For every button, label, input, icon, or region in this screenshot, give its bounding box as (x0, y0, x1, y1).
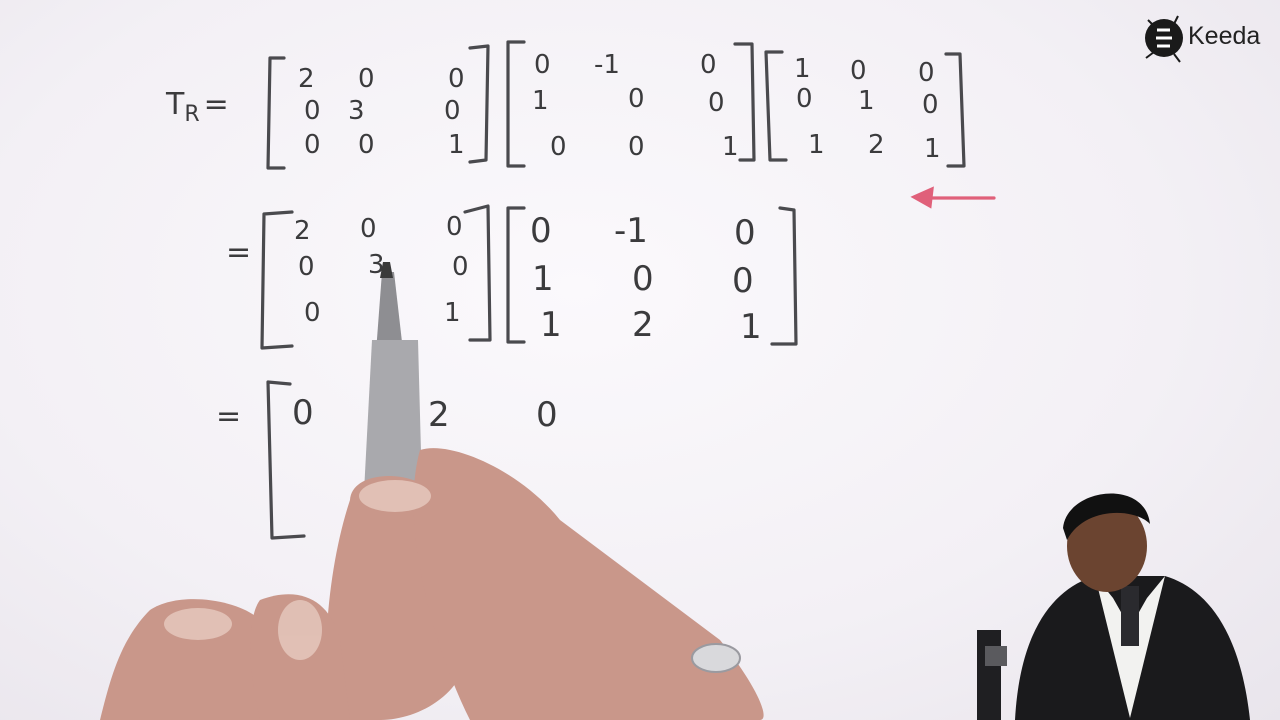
cell: 0 (304, 96, 321, 126)
ring (691, 643, 741, 673)
cell: 1 (794, 54, 811, 84)
cell: 2 (868, 130, 885, 160)
cell: 0 (850, 56, 867, 86)
cell: 3 (368, 250, 385, 280)
cell: 0 (446, 212, 463, 242)
cell: 0 (628, 132, 645, 162)
cell: 0 (732, 261, 754, 301)
cell: 2 (294, 216, 311, 246)
ekeeda-logo (1145, 15, 1183, 63)
cell: 1 (444, 298, 461, 328)
lhs-label: TR = (166, 90, 229, 126)
cell: 0 (628, 84, 645, 114)
cell: 1 (808, 130, 825, 160)
cell: 0 (536, 395, 558, 435)
hand-with-pen (100, 262, 764, 720)
cell: 0 (298, 252, 315, 282)
cell: 0 (360, 214, 377, 244)
equals-sign-3: = (216, 399, 242, 434)
cell: 1 (740, 307, 762, 347)
cell: 1 (722, 132, 739, 162)
cell: 1 (540, 305, 562, 345)
cell: 0 (358, 130, 375, 160)
cell: 2 (428, 395, 450, 435)
arrow-left-icon (910, 186, 996, 209)
cell: 0 (796, 84, 813, 114)
cell: 0 (708, 88, 725, 118)
cell: 0 (550, 132, 567, 162)
cell: -1 (594, 50, 620, 80)
cell: 1 (924, 134, 941, 164)
cell: 0 (304, 130, 321, 160)
cell: 1 (448, 130, 465, 160)
cell: 0 (632, 259, 654, 299)
cell: 0 (358, 64, 375, 94)
presenter-video (977, 493, 1250, 720)
cell: 0 (918, 58, 935, 88)
cell: 0 (530, 211, 552, 251)
cell: 1 (532, 86, 549, 116)
cell: 0 (292, 393, 314, 433)
cell: 1 (858, 86, 875, 116)
cell: 0 (444, 96, 461, 126)
cell: 0 (700, 50, 717, 80)
cell: 1 (532, 259, 554, 299)
cell: 0 (448, 64, 465, 94)
lhs-subscript: R (184, 102, 200, 127)
cell: 2 (298, 64, 315, 94)
equals-sign-2: = (226, 235, 252, 270)
cell: 0 (734, 213, 756, 253)
cell: 2 (632, 305, 654, 345)
cell: 0 (304, 298, 321, 328)
cell: 0 (452, 252, 469, 282)
cell: -1 (614, 211, 648, 251)
lhs-symbol: T (166, 87, 185, 122)
cell: 3 (348, 96, 365, 126)
logo-text: Keeda (1188, 22, 1261, 50)
pen-icon (364, 262, 422, 492)
cell: 0 (534, 50, 551, 80)
cell: 0 (922, 90, 939, 120)
equals-sign-1: = (203, 87, 229, 122)
